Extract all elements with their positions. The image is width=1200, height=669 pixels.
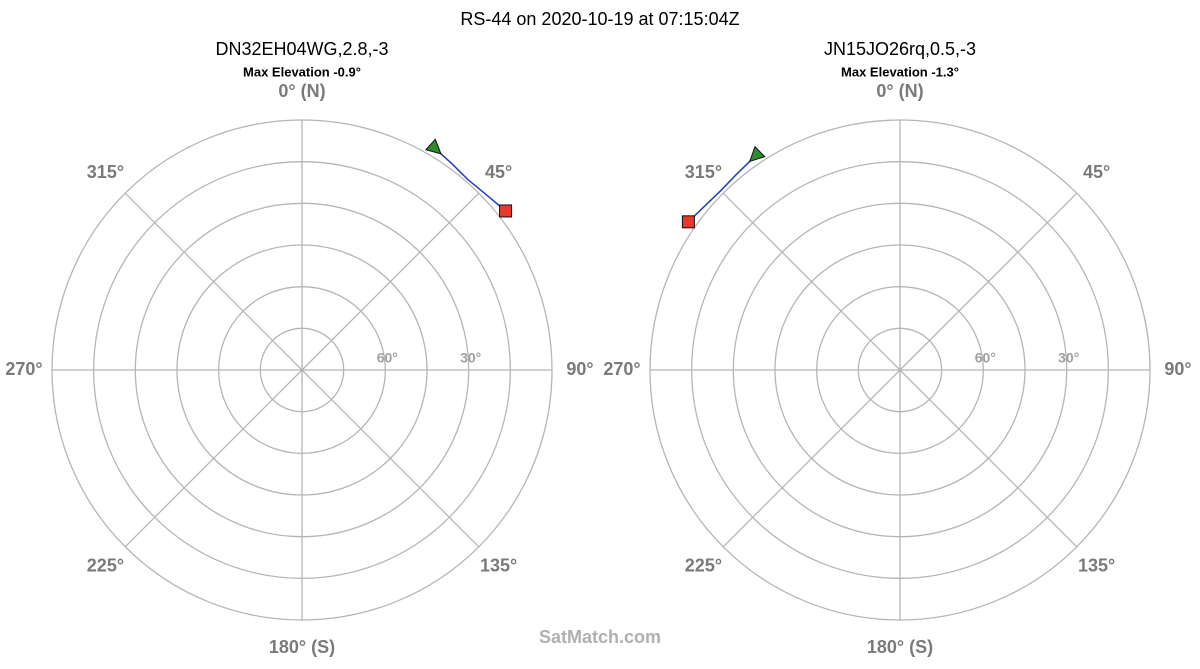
chart-subtitle: Max Elevation -0.9° bbox=[243, 64, 361, 79]
theta-tick-label: 0° (N) bbox=[278, 81, 325, 101]
theta-tick-label: 90° bbox=[1164, 359, 1191, 379]
grid-spoke bbox=[124, 192, 303, 371]
chart-subtitle: Max Elevation -1.3° bbox=[841, 64, 959, 79]
track-line bbox=[687, 155, 757, 223]
grid-spoke bbox=[124, 369, 303, 548]
r-tick-label: 60° bbox=[377, 350, 398, 366]
grid-spoke bbox=[301, 369, 480, 548]
theta-tick-label: 180° (S) bbox=[867, 637, 933, 657]
start-marker bbox=[748, 145, 766, 163]
theta-tick-label: 180° (S) bbox=[269, 637, 335, 657]
grid-spoke bbox=[722, 369, 901, 548]
track-line bbox=[434, 148, 507, 212]
theta-tick-label: 270° bbox=[5, 359, 42, 379]
grid-spoke bbox=[301, 192, 480, 371]
r-tick-label: 30° bbox=[460, 350, 481, 366]
theta-tick-label: 90° bbox=[566, 359, 593, 379]
theta-tick-label: 135° bbox=[480, 555, 517, 575]
chart-title: DN32EH04WG,2.8,-3 bbox=[215, 39, 388, 59]
theta-tick-label: 315° bbox=[685, 162, 722, 182]
theta-tick-label: 225° bbox=[87, 555, 124, 575]
r-tick-label: 60° bbox=[975, 350, 996, 366]
chart-title: JN15JO26rq,0.5,-3 bbox=[824, 39, 976, 59]
grid-spoke bbox=[899, 369, 1078, 548]
theta-tick-label: 45° bbox=[485, 162, 512, 182]
grid-spoke bbox=[899, 192, 1078, 371]
page-title: RS-44 on 2020-10-19 at 07:15:04Z bbox=[460, 9, 739, 29]
end-marker bbox=[499, 204, 513, 218]
r-tick-label: 30° bbox=[1058, 350, 1079, 366]
theta-tick-label: 270° bbox=[603, 359, 640, 379]
theta-tick-label: 315° bbox=[87, 162, 124, 182]
theta-tick-label: 225° bbox=[685, 555, 722, 575]
theta-tick-label: 0° (N) bbox=[876, 81, 923, 101]
grid-spoke bbox=[722, 192, 901, 371]
watermark: SatMatch.com bbox=[539, 627, 661, 647]
end-marker bbox=[681, 215, 695, 229]
start-marker bbox=[424, 138, 442, 155]
theta-tick-label: 135° bbox=[1078, 555, 1115, 575]
theta-tick-label: 45° bbox=[1083, 162, 1110, 182]
